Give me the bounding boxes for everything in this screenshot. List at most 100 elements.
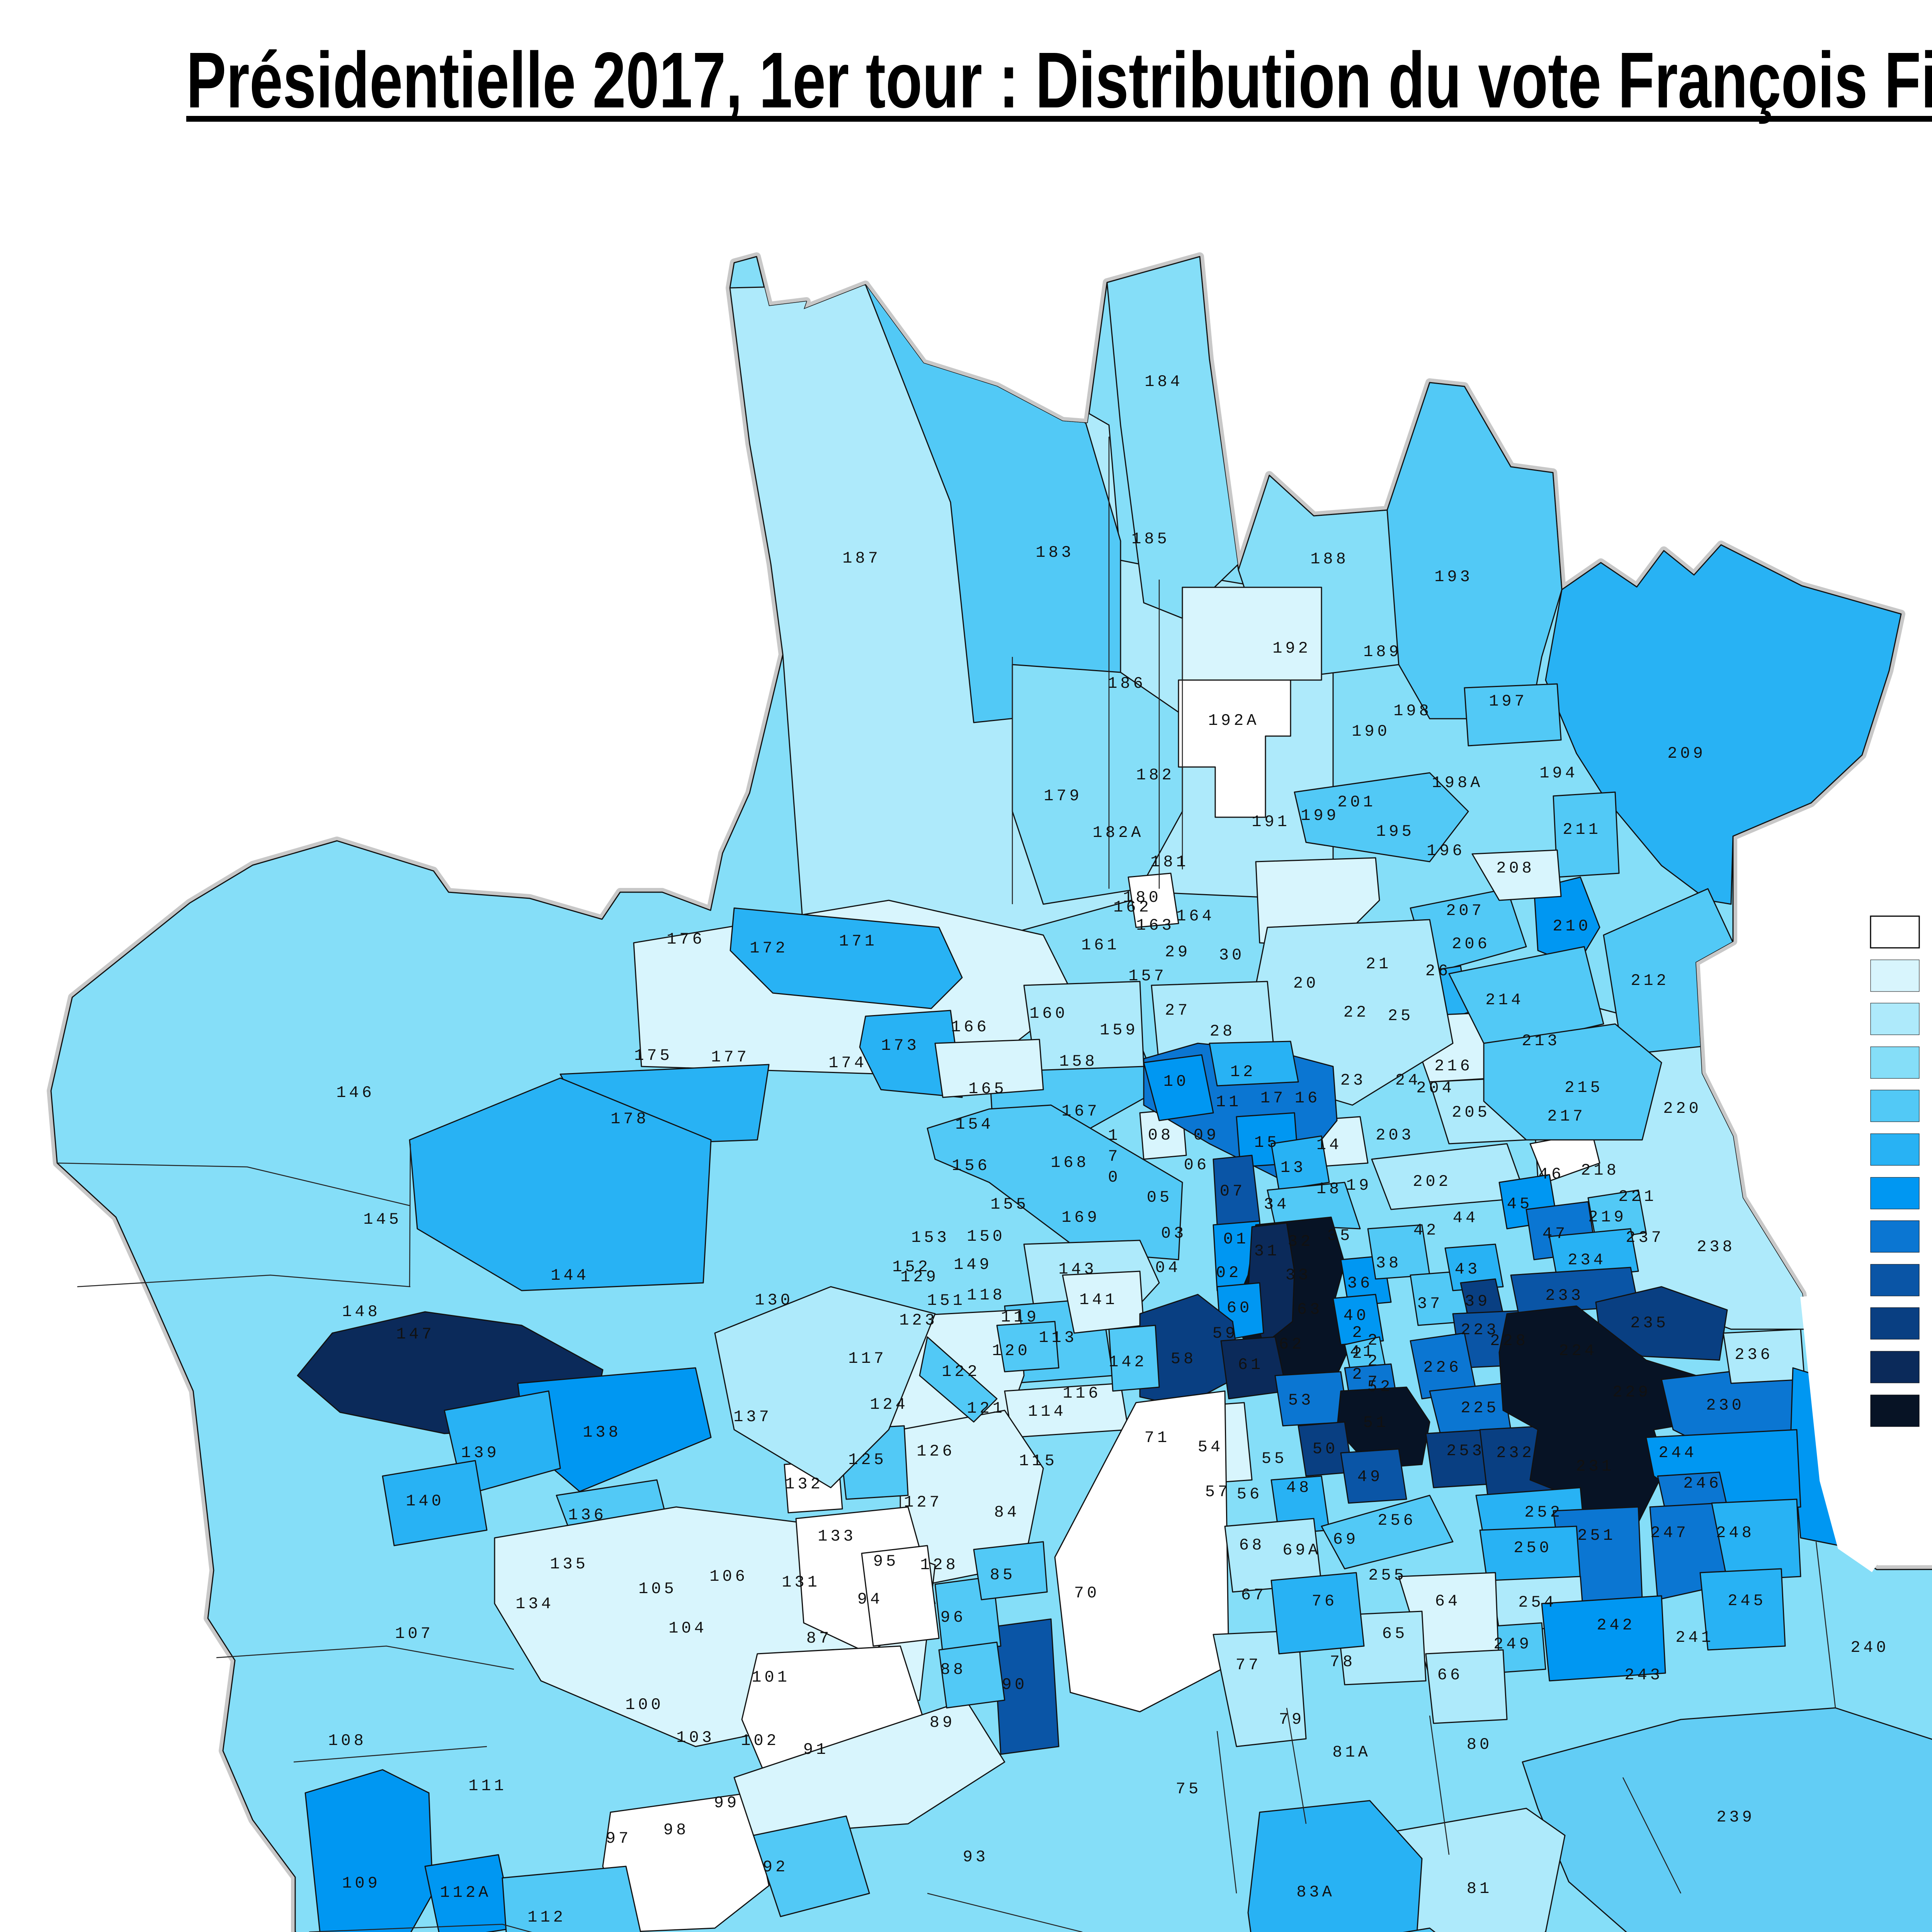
svg-text:108: 108 (328, 1731, 367, 1750)
svg-text:195: 195 (1376, 822, 1415, 841)
svg-text:230: 230 (1706, 1396, 1745, 1415)
svg-text:231: 231 (1576, 1457, 1614, 1476)
svg-text:256: 256 (1378, 1511, 1416, 1530)
svg-text:10: 10 (1163, 1072, 1189, 1091)
svg-text:242: 242 (1597, 1616, 1635, 1634)
svg-text:162: 162 (1113, 898, 1152, 917)
svg-text:178: 178 (611, 1110, 649, 1128)
svg-text:47: 47 (1543, 1225, 1568, 1243)
svg-text:94: 94 (857, 1590, 883, 1609)
svg-text:2: 2 (1352, 1365, 1365, 1384)
svg-text:152: 152 (892, 1258, 931, 1276)
svg-text:206: 206 (1452, 935, 1490, 953)
svg-text:95: 95 (873, 1552, 899, 1571)
svg-text:48: 48 (1286, 1478, 1312, 1497)
svg-text:78: 78 (1330, 1653, 1355, 1671)
svg-text:13: 13 (1281, 1158, 1306, 1177)
svg-text:192A: 192A (1208, 711, 1260, 730)
svg-text:79: 79 (1279, 1710, 1304, 1729)
svg-text:29: 29 (1165, 943, 1190, 961)
svg-text:127: 127 (904, 1493, 942, 1512)
svg-text:139: 139 (461, 1444, 500, 1462)
svg-text:2: 2 (1367, 1352, 1380, 1371)
svg-text:57: 57 (1205, 1483, 1231, 1501)
svg-text:175: 175 (634, 1046, 673, 1065)
svg-text:240: 240 (1850, 1638, 1889, 1657)
svg-text:220: 220 (1663, 1099, 1702, 1118)
svg-text:84: 84 (994, 1503, 1020, 1522)
svg-text:34: 34 (1264, 1195, 1289, 1214)
svg-text:133: 133 (818, 1527, 856, 1546)
svg-text:28: 28 (1210, 1022, 1235, 1041)
svg-text:205: 205 (1452, 1103, 1490, 1122)
svg-text:102: 102 (741, 1731, 779, 1750)
svg-text:181: 181 (1150, 853, 1189, 871)
svg-text:153: 153 (911, 1228, 950, 1247)
svg-text:16: 16 (1295, 1089, 1320, 1107)
svg-text:198A: 198A (1432, 774, 1483, 792)
svg-text:75: 75 (1176, 1780, 1201, 1798)
svg-text:118: 118 (967, 1286, 1005, 1304)
svg-text:81: 81 (1467, 1879, 1492, 1898)
svg-text:128: 128 (920, 1556, 959, 1574)
svg-text:62: 62 (1279, 1335, 1304, 1354)
svg-text:161: 161 (1081, 936, 1120, 954)
svg-text:21: 21 (1366, 955, 1391, 973)
svg-text:56: 56 (1237, 1485, 1262, 1503)
svg-text:164: 164 (1176, 907, 1215, 925)
svg-text:221: 221 (1618, 1187, 1657, 1206)
svg-text:85: 85 (990, 1566, 1015, 1584)
svg-text:141: 141 (1079, 1291, 1118, 1309)
svg-text:168: 168 (1051, 1153, 1089, 1172)
svg-text:59: 59 (1213, 1324, 1238, 1343)
svg-text:144: 144 (551, 1266, 589, 1285)
svg-text:192: 192 (1272, 639, 1311, 658)
svg-text:106: 106 (709, 1567, 748, 1586)
svg-text:02: 02 (1216, 1264, 1242, 1282)
svg-text:185: 185 (1131, 530, 1170, 548)
svg-text:158: 158 (1059, 1052, 1098, 1071)
svg-text:137: 137 (733, 1408, 772, 1426)
svg-text:43: 43 (1455, 1260, 1480, 1279)
svg-text:190: 190 (1352, 722, 1390, 741)
svg-text:130: 130 (755, 1291, 793, 1310)
svg-text:67: 67 (1241, 1586, 1267, 1604)
svg-text:Présidentielle 2017, 1er tour: Présidentielle 2017, 1er tour : Distribu… (186, 36, 1932, 124)
svg-text:76: 76 (1312, 1592, 1337, 1611)
svg-text:249: 249 (1493, 1635, 1532, 1653)
svg-text:147: 147 (396, 1325, 435, 1344)
svg-text:245: 245 (1728, 1592, 1766, 1610)
svg-text:39: 39 (1465, 1292, 1490, 1311)
svg-text:219: 219 (1588, 1208, 1627, 1226)
svg-text:42: 42 (1413, 1221, 1439, 1240)
svg-text:166: 166 (951, 1018, 990, 1036)
svg-text:234: 234 (1568, 1251, 1606, 1269)
svg-text:251: 251 (1577, 1526, 1616, 1545)
svg-text:151: 151 (927, 1291, 966, 1310)
svg-text:01: 01 (1223, 1230, 1249, 1248)
svg-text:7: 7 (1367, 1373, 1380, 1391)
svg-text:98: 98 (663, 1821, 689, 1839)
svg-text:253: 253 (1446, 1442, 1485, 1460)
svg-text:27: 27 (1165, 1001, 1190, 1020)
svg-text:49: 49 (1357, 1468, 1383, 1486)
svg-text:209: 209 (1667, 744, 1706, 763)
svg-text:198: 198 (1393, 702, 1432, 720)
svg-text:05: 05 (1147, 1188, 1172, 1207)
svg-text:52: 52 (1367, 1378, 1393, 1396)
svg-text:50: 50 (1313, 1440, 1338, 1458)
svg-text:132: 132 (785, 1475, 823, 1493)
svg-text:254: 254 (1518, 1593, 1557, 1612)
svg-text:55: 55 (1262, 1449, 1287, 1468)
svg-text:100: 100 (625, 1696, 664, 1714)
svg-text:17: 17 (1260, 1089, 1286, 1107)
svg-text:2: 2 (1352, 1323, 1365, 1342)
svg-text:233: 233 (1545, 1286, 1584, 1305)
svg-text:61: 61 (1238, 1355, 1264, 1374)
svg-text:117: 117 (848, 1349, 887, 1368)
svg-text:167: 167 (1061, 1102, 1100, 1121)
svg-text:65: 65 (1382, 1624, 1408, 1643)
svg-text:44: 44 (1453, 1209, 1478, 1227)
svg-text:101: 101 (752, 1668, 790, 1687)
svg-text:176: 176 (667, 930, 705, 949)
